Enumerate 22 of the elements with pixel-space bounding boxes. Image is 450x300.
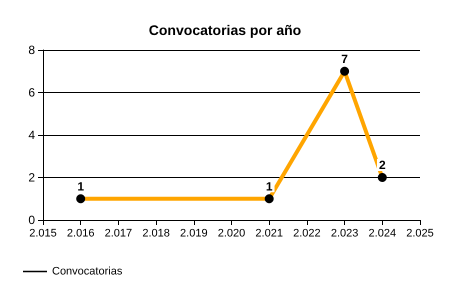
x-tick-label: 2.024 — [368, 228, 396, 240]
y-tick-label: 0 — [28, 213, 36, 227]
x-tick-label: 2.017 — [104, 228, 132, 240]
data-label: 2 — [378, 158, 386, 172]
data-label: 1 — [77, 179, 84, 194]
data-label: 7 — [341, 52, 348, 66]
x-tick-label: 2.023 — [330, 228, 358, 240]
y-tick-label: 6 — [28, 86, 36, 100]
x-tick-label: 2.019 — [180, 228, 208, 240]
x-tick-label: 2.025 — [406, 228, 434, 240]
x-tick-label: 2.018 — [142, 228, 170, 240]
y-tick-label: 8 — [28, 43, 36, 57]
y-tick-label: 4 — [28, 128, 36, 142]
x-tick-label: 2.022 — [293, 228, 321, 240]
x-tick-label: 2.016 — [66, 228, 94, 240]
x-tick-label: 2.021 — [255, 228, 283, 240]
y-tick-label: 2 — [28, 170, 36, 184]
data-label: 1 — [266, 179, 273, 194]
legend-label: Convocatorias — [52, 266, 123, 278]
x-tick-label: 2.020 — [218, 228, 246, 240]
chart-title: Convocatorias por año — [148, 22, 302, 38]
x-tick-label: 2.015 — [29, 228, 57, 240]
